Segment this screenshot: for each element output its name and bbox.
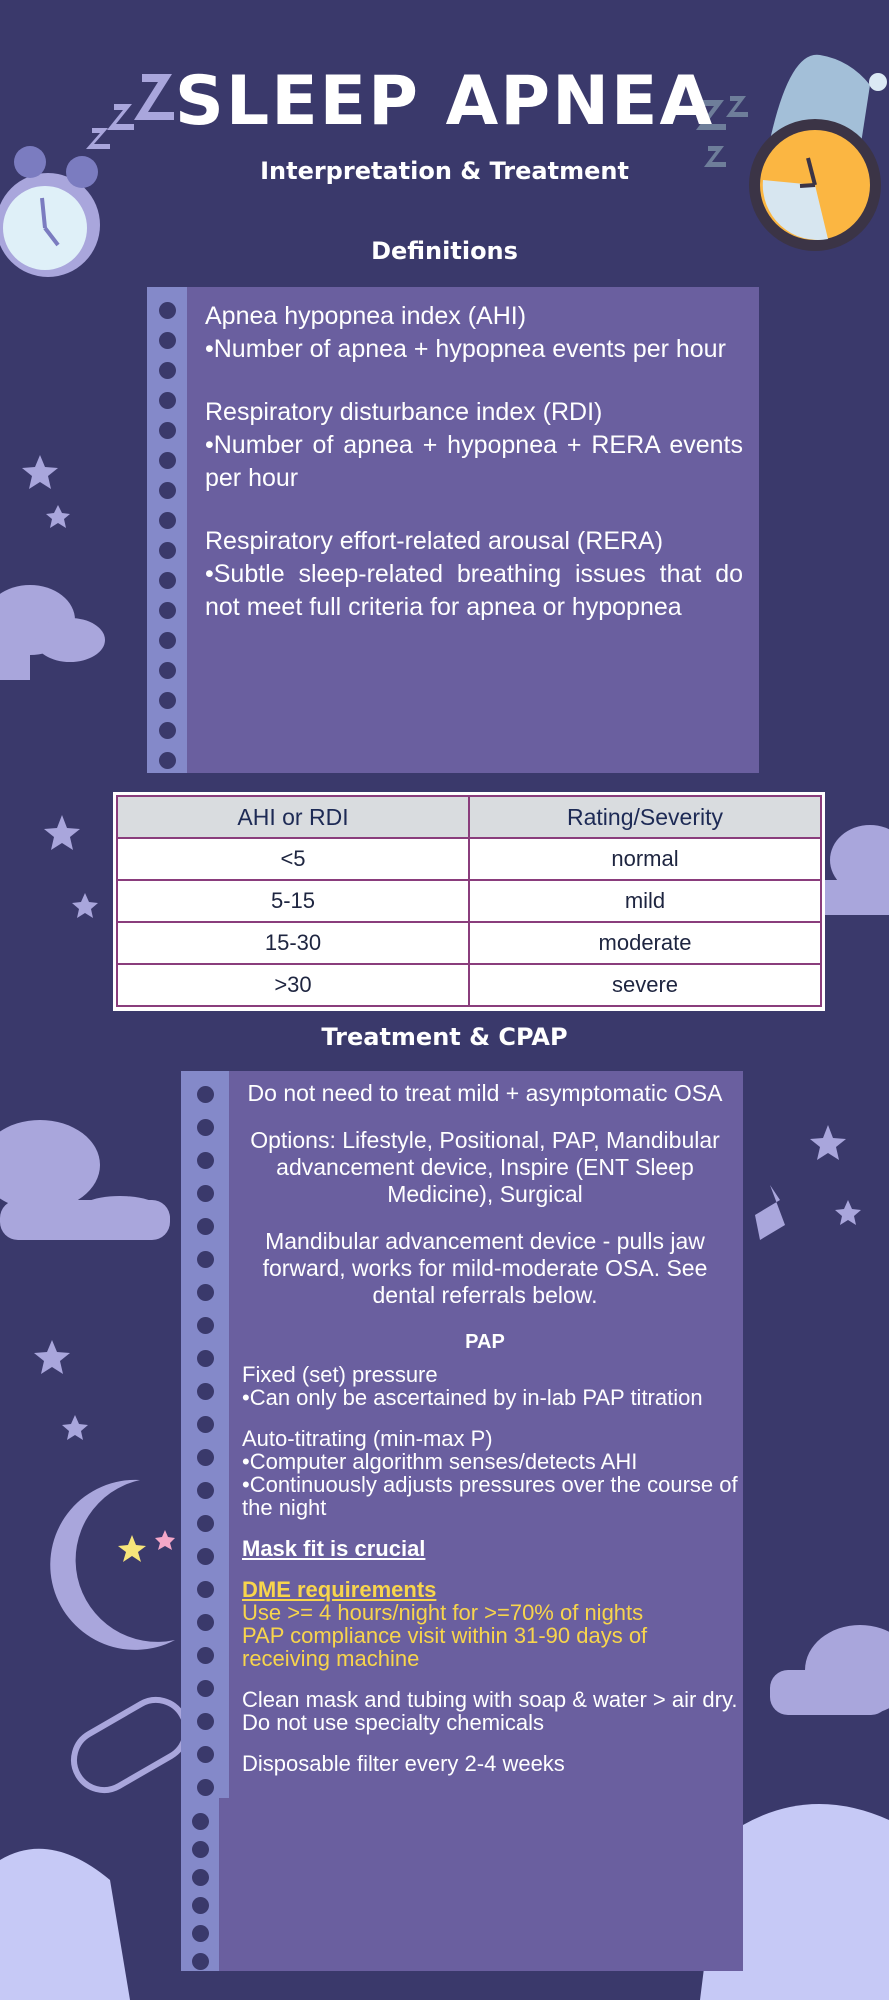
binder-hole [197,1680,214,1697]
binder-hole [197,1779,214,1796]
binder-hole [192,1897,209,1914]
definitions-list: Apnea hypopnea index (AHI) •Number of apn… [205,300,743,654]
severity-table-wrap: AHI or RDI Rating/Severity <5 normal 5-15 m… [113,792,825,1011]
binder-hole [192,1925,209,1942]
binder-hole [192,1869,209,1886]
treatment-note-mild: Do not need to treat mild + asymptomatic… [247,1080,723,1106]
binder-hole [197,1581,214,1598]
star-icon [22,455,861,1440]
binder-hole [159,752,176,769]
treatment-options: Options: Lifestyle, Positional, PAP, Man… [250,1127,720,1207]
sleep-mask-icon [71,1697,189,1793]
notebook-binding [181,1071,229,1798]
page-subtitle: Interpretation & Treatment [260,157,629,185]
clock-with-nightcap-icon [749,54,887,251]
treatment-content: Do not need to treat mild + asymptomatic… [232,1080,738,1775]
zzz-icon [86,74,174,149]
table-row: 5-15 mild [116,879,822,923]
alarm-clock-icon [0,146,100,277]
binder-hole [159,392,176,409]
binder-hole [197,1416,214,1433]
binder-hole [192,1953,209,1970]
mask-fit-note: Mask fit is crucial [242,1536,426,1561]
binder-hole [159,602,176,619]
binder-hole [159,662,176,679]
cloud-icon [0,585,889,1715]
definition-rera: Respiratory effort-related arousal (RERA… [205,527,743,621]
binder-hole [197,1713,214,1730]
binder-hole [159,362,176,379]
dme-requirements-title: DME requirements [242,1577,437,1602]
binder-hole [197,1317,214,1334]
binder-hole [159,422,176,439]
table-row: >30 severe [116,963,822,1007]
cleaning-note: Clean mask and tubing with soap & water … [242,1687,738,1735]
binder-hole [197,1086,214,1103]
binder-hole [159,632,176,649]
definition-rdi: Respiratory disturbance index (RDI) •Numb… [205,398,743,492]
binder-hole [159,302,176,319]
page-title: SLEEP APNEA [174,62,715,141]
table-row: <5 normal [116,837,822,881]
table-row: 15-30 moderate [116,921,822,965]
table-header-row: AHI or RDI Rating/Severity [116,795,822,839]
zzz-icon [696,96,748,167]
binder-hole [159,482,176,499]
binder-hole [159,572,176,589]
binder-hole [197,1251,214,1268]
treatment-heading: Treatment & CPAP [321,1023,568,1051]
definitions-heading: Definitions [371,237,518,265]
binder-hole [197,1119,214,1136]
pap-heading: PAP [465,1331,505,1353]
binder-hole [197,1515,214,1532]
treatment-card [181,1071,743,1971]
binder-hole [159,332,176,349]
binder-hole [197,1548,214,1565]
binder-hole [159,512,176,529]
binder-hole [197,1185,214,1202]
binder-hole [159,452,176,469]
binder-hole [159,692,176,709]
binder-hole [197,1647,214,1664]
moon-icon [50,1479,176,1650]
binder-hole [197,1449,214,1466]
binder-hole [197,1284,214,1301]
binder-hole [159,722,176,739]
pap-details: Fixed (set) pressure •Can only be ascert… [242,1362,738,1776]
filter-note: Disposable filter every 2-4 weeks [242,1751,565,1776]
binder-hole [192,1841,209,1858]
notebook-binding [147,287,187,773]
binder-hole [197,1350,214,1367]
binder-hole [159,542,176,559]
binder-hole [197,1746,214,1763]
definitions-card [147,287,759,773]
binder-hole [197,1614,214,1631]
definition-ahi: Apnea hypopnea index (AHI) •Number of apn… [205,302,726,363]
binder-hole [197,1152,214,1169]
binder-hole [197,1218,214,1235]
notebook-binding [181,1798,219,1971]
treatment-mad: Mandibular advancement device - pulls ja… [262,1228,708,1308]
severity-table: AHI or RDI Rating/Severity <5 normal 5-15 m… [116,795,822,1007]
binder-hole [197,1482,214,1499]
binder-hole [197,1383,214,1400]
pillow-icon [0,1804,889,2000]
binder-hole [192,1813,209,1830]
